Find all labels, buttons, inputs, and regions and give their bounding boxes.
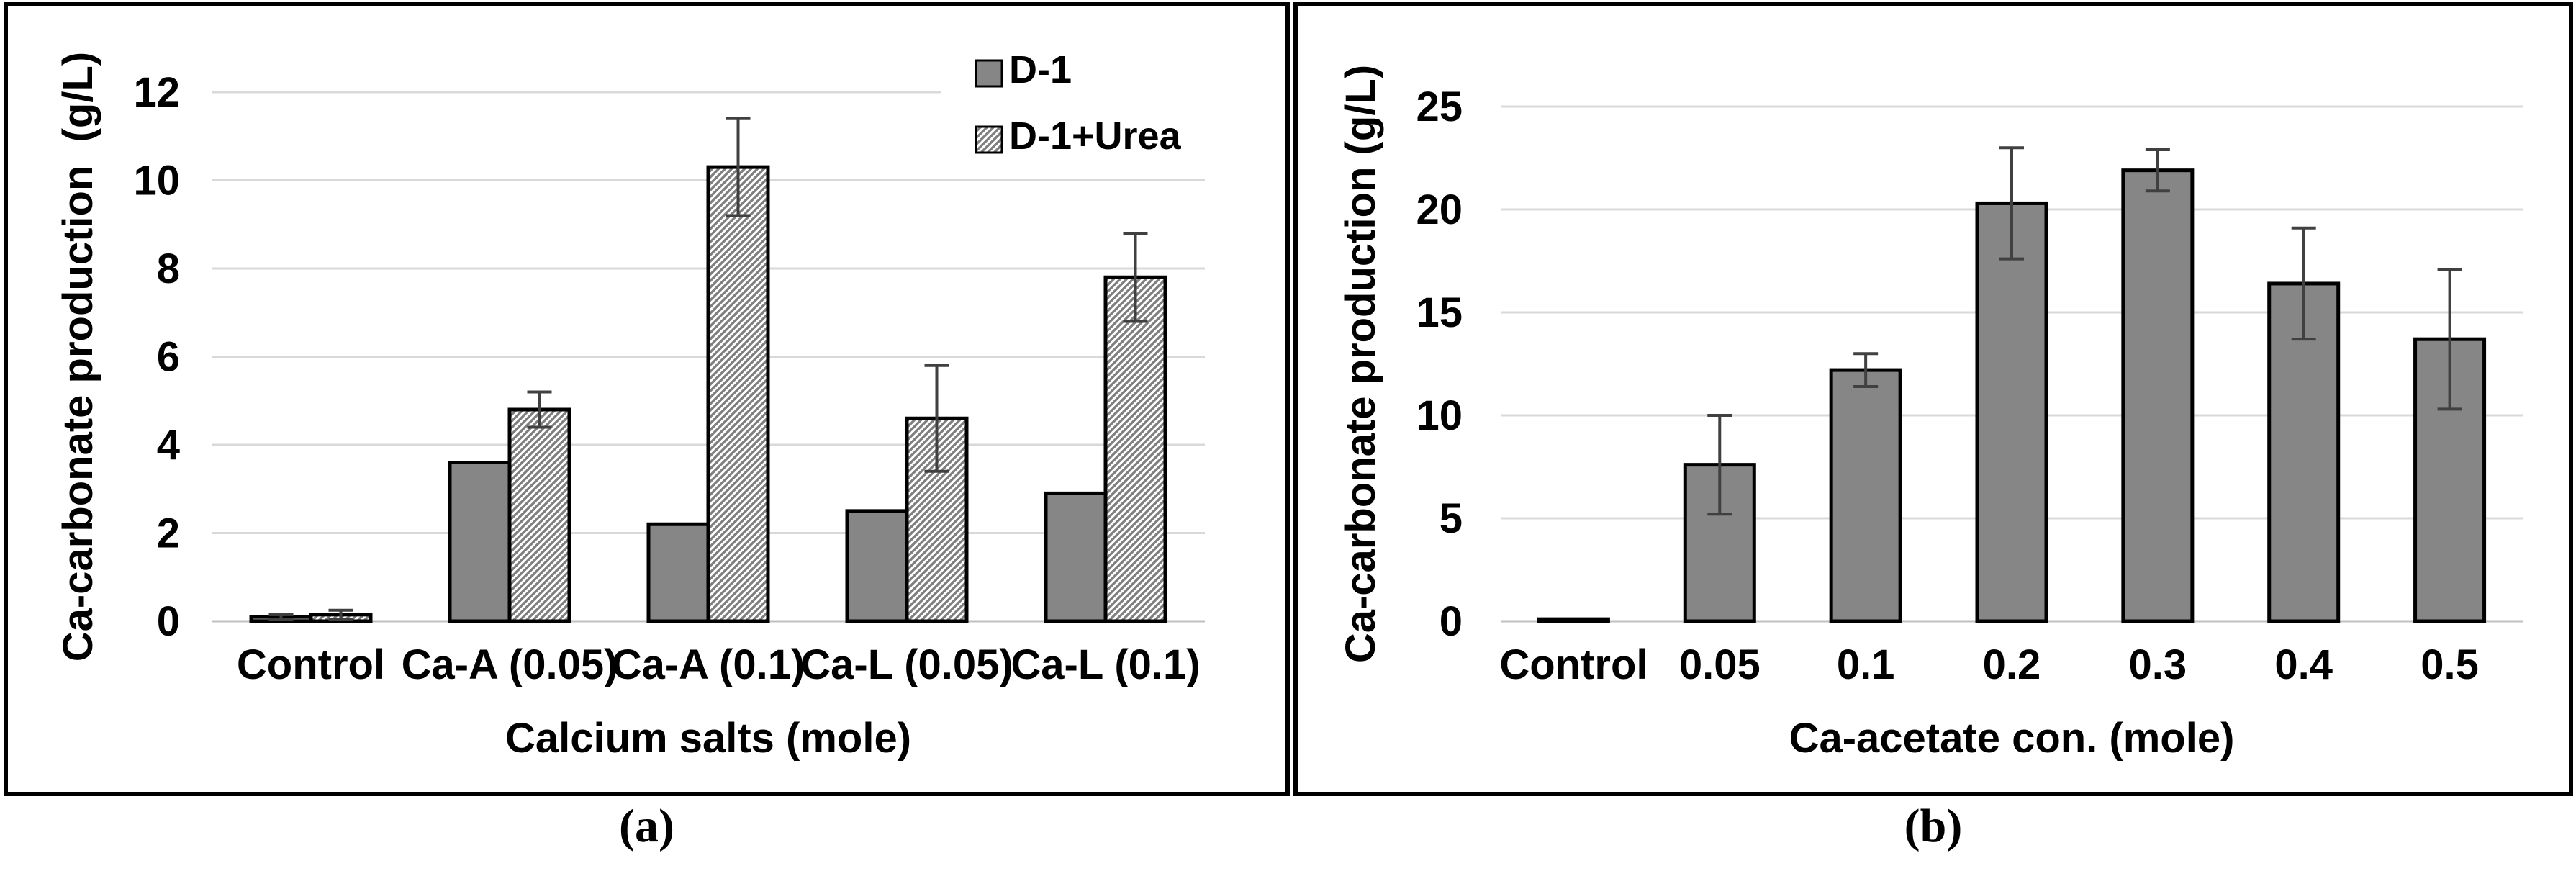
bar-series-0.3 <box>2121 168 2195 623</box>
bar-D-1+Urea-Ca-A (0.05) <box>507 407 571 623</box>
x-tick-label: 0.1 <box>1837 641 1895 688</box>
panel-b-border <box>1293 2 2573 796</box>
y-tick-label: 6 <box>157 334 180 381</box>
error-bar <box>268 613 294 621</box>
y-tick-label: 0 <box>1440 598 1463 645</box>
y-tick-label: 20 <box>1416 186 1463 233</box>
bar-series-0.2 <box>1975 201 2048 623</box>
error-bar <box>2437 267 2462 411</box>
bar-D-1-Ca-A (0.1) <box>646 522 710 623</box>
bar-D-1+Urea-Ca-L (0.1) <box>1103 275 1167 623</box>
y-tick-label: 10 <box>1416 392 1463 439</box>
y-axis-title: Ca-carbonate production (g/L) <box>1337 65 1384 663</box>
bar-D-1+Urea-Ca-A (0.1) <box>706 165 770 623</box>
legend-swatch-solid <box>975 59 1003 88</box>
x-axis-title: Calcium salts (mole) <box>505 715 911 762</box>
x-tick-label: 0.3 <box>2129 641 2187 688</box>
y-tick-label: 10 <box>133 158 180 204</box>
x-tick-label: Ca-L (0.05) <box>800 641 1013 688</box>
x-tick-label: 0.5 <box>2421 641 2479 688</box>
error-bar <box>527 390 552 429</box>
legend-swatch-hatched <box>975 125 1003 154</box>
y-tick-label: 15 <box>1416 289 1463 336</box>
panel-a-caption: (a) <box>619 800 674 852</box>
y-tick-label: 2 <box>157 510 180 557</box>
panel-a-chart: 0 2 4 6 8 10 12 Ca-carbonate production (g/L) Co… <box>4 2 1290 796</box>
panel-b-caption: (b) <box>1904 800 1963 852</box>
error-bar <box>2145 148 2170 193</box>
y-tick-label: 12 <box>133 69 180 116</box>
bar-series-0.1 <box>1829 368 1902 623</box>
bar-D-1-Ca-A (0.05) <box>448 461 512 623</box>
y-tick-label: 0 <box>157 598 180 645</box>
x-tick-label: 0.2 <box>1983 641 2041 688</box>
error-bar <box>1853 352 1879 388</box>
error-bar <box>2291 226 2316 341</box>
panel-b-chart: 0 5 10 15 20 25 Ca-carbonate production (g/L) C… <box>1293 2 2573 796</box>
error-bar <box>1123 232 1148 323</box>
y-tick-label: 5 <box>1440 495 1463 542</box>
x-tick-label: 0.05 <box>1679 641 1761 688</box>
bar-series-Control <box>1537 617 1610 623</box>
y-tick-label: 4 <box>157 422 180 469</box>
x-tick-label: Control <box>237 641 385 688</box>
error-bar <box>328 608 353 621</box>
panel-a-border <box>4 2 1290 796</box>
error-bar <box>1707 414 1732 516</box>
y-tick-label: 25 <box>1416 84 1463 130</box>
legend-label: D-1+Urea <box>1009 114 1182 158</box>
bar-D-1-Ca-L (0.05) <box>845 509 909 623</box>
y-axis-title: Ca-carbonate production (g/L) <box>55 52 101 662</box>
y-tick-label: 8 <box>157 245 180 292</box>
x-axis-title: Ca-acetate con. (mole) <box>1789 715 2235 762</box>
error-bar <box>1999 146 2024 261</box>
x-tick-label: Ca-A (0.1) <box>612 641 805 688</box>
legend-label: D-1 <box>1009 48 1072 91</box>
error-bar <box>924 364 949 473</box>
error-bar <box>726 117 751 217</box>
x-tick-label: 0.4 <box>2274 641 2333 688</box>
x-tick-label: Control <box>1499 641 1648 688</box>
x-tick-label: Ca-A (0.05) <box>402 641 618 688</box>
x-tick-label: Ca-L (0.1) <box>1011 641 1200 688</box>
bar-D-1-Ca-L (0.1) <box>1044 491 1108 623</box>
